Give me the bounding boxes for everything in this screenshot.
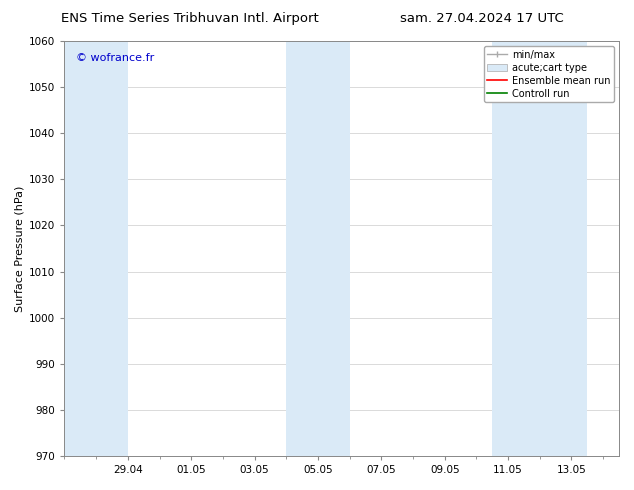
Y-axis label: Surface Pressure (hPa): Surface Pressure (hPa) — [15, 185, 25, 312]
Bar — [287, 41, 349, 456]
Text: ENS Time Series Tribhuvan Intl. Airport: ENS Time Series Tribhuvan Intl. Airport — [61, 12, 319, 25]
Bar — [65, 41, 128, 456]
Legend: min/max, acute;cart type, Ensemble mean run, Controll run: min/max, acute;cart type, Ensemble mean … — [484, 46, 614, 102]
Text: sam. 27.04.2024 17 UTC: sam. 27.04.2024 17 UTC — [400, 12, 564, 25]
Bar — [492, 41, 587, 456]
Text: © wofrance.fr: © wofrance.fr — [75, 53, 154, 64]
